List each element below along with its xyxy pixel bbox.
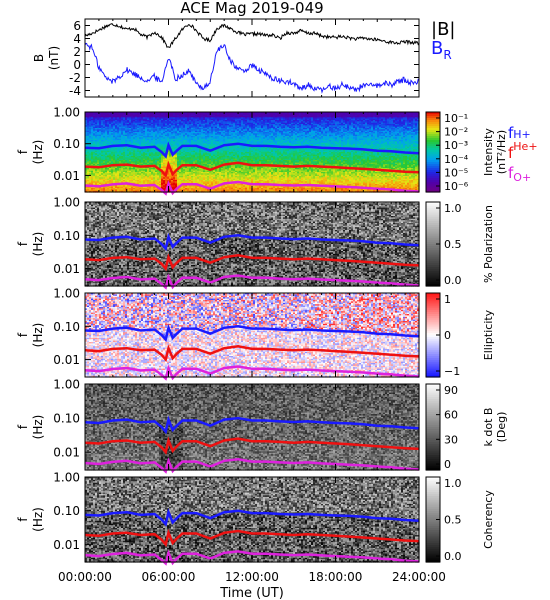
y-tick-label: 1.00 <box>53 196 80 210</box>
y-axis-unit: (Hz) <box>31 323 45 348</box>
colorbar-tick-label: 10⁻¹ <box>444 112 468 125</box>
y-axis-label: f <box>16 517 30 522</box>
colorbar-tick-label: 10⁻⁵ <box>444 166 468 179</box>
spectrogram-polarization <box>85 202 420 287</box>
x-tick-label: 00:00:00 <box>58 570 112 584</box>
y-tick-label: 0.01 <box>53 262 80 276</box>
colorbar-label: Intensity <box>482 128 495 176</box>
y-tick-label: 2 <box>73 45 81 59</box>
legend-entry-b-magnitude: |B| <box>431 19 455 40</box>
y-tick-label: 0.01 <box>53 169 80 183</box>
y-tick-label: 0.01 <box>53 538 80 552</box>
y-tick-label: 1.00 <box>53 471 80 485</box>
colorbar-tick-label: 10⁻² <box>444 126 468 139</box>
spectrogram-kdotb <box>85 384 420 471</box>
colorbar-tick-label: 10⁻⁶ <box>444 180 469 193</box>
spectrogram-ellipticity <box>85 293 420 378</box>
colorbar-tick-label: 1.0 <box>444 477 462 490</box>
colorbar-tick-label: 0 <box>444 458 451 471</box>
colorbar-ellipticity: 1 0 −1 Ellipticity <box>426 293 495 378</box>
colorbar-tick-label: 60 <box>444 409 458 422</box>
colorbar-label: Ellipticity <box>482 309 495 360</box>
y-tick-label: 0.10 <box>53 229 80 243</box>
y-tick-label: 1.00 <box>53 106 80 120</box>
colorbar-tick-label: 0.0 <box>444 274 462 287</box>
colorbar-tick-label: 10⁻⁴ <box>444 153 469 166</box>
colorbar-tick-label: 30 <box>444 433 458 446</box>
colorbar-label: % Polarization <box>482 205 495 283</box>
y-axis-label: f <box>16 332 30 337</box>
gyrofrequency-legend: fH+fHe+fO+ <box>508 124 538 184</box>
y-axis-label: B <box>32 54 46 62</box>
colorbar-tick-label: 0.5 <box>444 514 462 527</box>
panel-ellipticity: 1.00 0.10 0.01 f (Hz) 1 0 −1 Ellipticity <box>16 287 495 379</box>
colorbar-tick-label: 10⁻³ <box>444 139 468 152</box>
colorbar-polarization: 1.0 0.5 0.0 % Polarization <box>426 202 495 287</box>
y-axis-label: f <box>16 149 30 154</box>
y-axis-unit: (Hz) <box>31 415 45 440</box>
colorbar-tick-label: −1 <box>444 365 460 378</box>
colorbar-tick-label: 1 <box>444 293 451 306</box>
colorbar-unit: (nT²/Hz) <box>495 130 508 174</box>
panel-kdotb: 1.00 0.10 0.01 f (Hz) 90 60 30 0 k dot B (Deg) <box>16 378 508 472</box>
chart-title: ACE Mag 2019-049 <box>180 0 323 17</box>
spectrogram-intensity <box>85 112 420 193</box>
x-tick-label: 18:00:00 <box>309 570 363 584</box>
colorbar-tick-label: 0.5 <box>444 238 462 251</box>
colorbar-label: Coherency <box>482 490 495 549</box>
y-tick-label: 0.01 <box>53 446 80 460</box>
spectrogram-coherency <box>85 477 420 563</box>
colorbar-intensity: 10⁻¹10⁻²10⁻³10⁻⁴10⁻⁵10⁻⁶ Intensity (nT²/Hz… <box>426 112 508 193</box>
y-axis-unit: (Hz) <box>31 232 45 257</box>
y-tick-label: 1.00 <box>53 287 80 301</box>
y-tick-label: 0 <box>73 58 81 72</box>
y-tick-label: 6 <box>73 19 81 33</box>
y-tick-label: 0.10 <box>53 412 80 426</box>
y-axis-label: f <box>16 241 30 246</box>
y-axis-label: f <box>16 424 30 429</box>
x-axis-label: Time (UT) <box>219 586 284 600</box>
y-tick-label: 0.01 <box>53 353 80 367</box>
panel-coherency: 1.00 0.10 0.01 f (Hz) 1.0 0.5 0.0 Coherency <box>16 471 495 564</box>
x-tick-label: 12:00:00 <box>225 570 279 584</box>
panel-intensity: 1.00 0.10 0.01 f (Hz) 10⁻¹10⁻²10⁻³10⁻⁴10⁻⁵10⁻… <box>16 106 538 194</box>
legend-fo: fO+ <box>508 164 531 184</box>
y-axis-unit: (Hz) <box>31 140 45 165</box>
x-tick-label: 24:00:00 <box>392 570 446 584</box>
legend-entry-b-r: BR <box>431 38 452 62</box>
y-tick-label: -4 <box>69 84 81 98</box>
colorbar-tick-label: 0 <box>444 329 451 342</box>
y-tick-label: 0.10 <box>53 320 80 334</box>
y-tick-label: 4 <box>73 32 81 46</box>
colorbar-kdotb: 90 60 30 0 k dot B (Deg) <box>426 384 508 471</box>
colorbar-tick-label: 0.0 <box>444 550 462 563</box>
colorbar-coherency: 1.0 0.5 0.0 Coherency <box>426 477 495 563</box>
y-axis-unit: (nT) <box>47 46 61 70</box>
y-tick-label: -2 <box>69 71 81 85</box>
colorbar-tick-label: 90 <box>444 384 458 397</box>
y-tick-label: 1.00 <box>53 378 80 392</box>
y-axis-unit: (Hz) <box>31 507 45 532</box>
colorbar-label: k dot B <box>482 408 495 447</box>
colorbar-tick-label: 1.0 <box>444 202 462 215</box>
y-tick-label: 0.10 <box>53 504 80 518</box>
colorbar-unit: (Deg) <box>495 412 508 443</box>
panel-polarization: 1.00 0.10 0.01 f (Hz) 1.0 0.5 0.0 % Polarization <box>16 196 495 288</box>
x-tick-label: 06:00:00 <box>142 570 196 584</box>
y-tick-label: 0.10 <box>53 137 80 151</box>
legend-fhe: fHe+ <box>508 140 538 162</box>
